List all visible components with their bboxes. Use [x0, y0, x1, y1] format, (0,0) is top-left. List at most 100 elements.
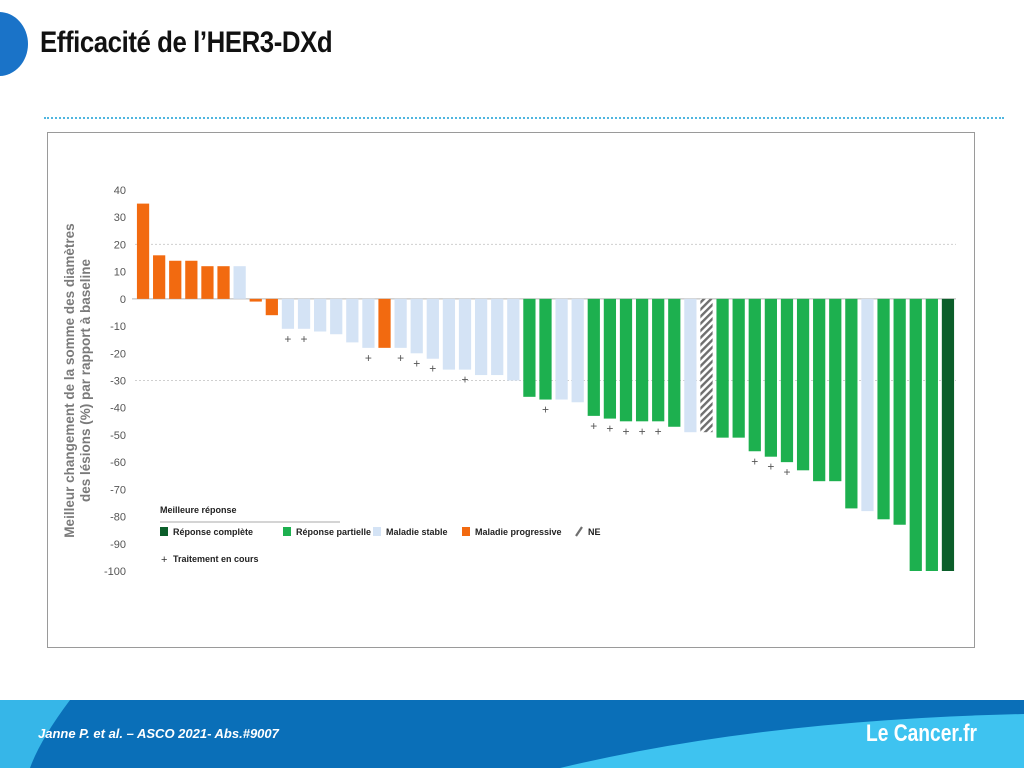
legend-title: Meilleure réponse: [160, 505, 237, 515]
legend-label: Réponse partielle: [296, 527, 371, 537]
bar-sd: [442, 298, 456, 370]
bar-pr: [619, 298, 633, 422]
y-tick-label: -40: [110, 403, 126, 415]
waterfall-chart: 40 30 20 10 0 -10 -20 -30 -40 -50 -60 -70 -80 -90 -100…: [62, 185, 956, 588]
bar-sd: [281, 298, 295, 329]
lecancer-logo[interactable]: Le Cancer.fr: [866, 720, 977, 747]
ongoing-marker: +: [397, 351, 404, 365]
bar-pr: [893, 298, 906, 525]
bar-pd: [136, 203, 150, 299]
legend-ongoing-symbol: +: [161, 554, 167, 566]
bar-pd: [378, 298, 391, 348]
ongoing-marker: +: [590, 419, 597, 433]
bar-pr: [603, 298, 617, 419]
bar-pr: [796, 298, 810, 471]
ongoing-marker: +: [413, 356, 420, 370]
bar-sd: [346, 298, 359, 343]
title-divider: [44, 117, 1004, 119]
bar-pr: [813, 298, 826, 482]
legend-swatch-cr: [160, 527, 168, 536]
y-axis-label: Meilleur changement de la somme des diam…: [62, 223, 93, 537]
bar-sd: [233, 266, 246, 299]
legend-label: NE: [588, 527, 601, 537]
ongoing-marker: +: [606, 422, 613, 436]
footer-band: Janne P. et al. – ASCO 2021- Abs.#9007 L…: [0, 700, 1024, 768]
bar-sd: [474, 298, 488, 376]
bar-sd: [458, 298, 472, 370]
bar-pr: [909, 298, 922, 571]
bar-sd: [491, 298, 504, 376]
bar-cr: [941, 298, 955, 571]
bar-pd: [185, 260, 198, 299]
blue-tab-decoration: [0, 12, 28, 76]
ongoing-marker: +: [284, 332, 291, 346]
ongoing-marker: +: [639, 424, 646, 438]
y-tick-label: 10: [114, 267, 126, 279]
slide-title: Efficacité de l’HER3-DXd: [40, 26, 333, 59]
bar-sd: [410, 298, 423, 354]
legend-label: Réponse complète: [173, 527, 253, 537]
ongoing-marker: +: [622, 424, 629, 438]
ongoing-marker: +: [783, 465, 790, 479]
bar-sd: [507, 298, 520, 381]
bar-sd: [555, 298, 568, 400]
y-tick-label: -90: [110, 539, 126, 551]
bar-sd: [394, 298, 407, 348]
bar-pd: [153, 255, 166, 299]
legend-swatch-sd: [373, 527, 381, 536]
ongoing-marker: +: [301, 332, 308, 346]
ongoing-marker: +: [429, 362, 436, 376]
bar-sd: [426, 298, 439, 359]
y-tick-label: -10: [110, 321, 126, 333]
ongoing-marker: +: [542, 403, 549, 417]
bar-pr: [732, 298, 745, 438]
y-tick-label: 30: [114, 212, 126, 224]
y-tick-label: -20: [110, 348, 126, 360]
bar-pr: [829, 298, 842, 482]
bar-pd: [249, 298, 262, 302]
ongoing-marker: +: [767, 460, 774, 474]
bar-sd: [571, 298, 584, 403]
y-tick-label: 40: [114, 185, 126, 197]
bar-pr: [652, 298, 665, 422]
y-tick-label: 20: [114, 239, 126, 251]
y-tick-label: -80: [110, 512, 126, 524]
ongoing-marker: +: [751, 454, 758, 468]
bar-pr: [587, 298, 600, 416]
bar-sd: [684, 298, 697, 433]
ongoing-marker: +: [365, 351, 372, 365]
legend-swatch-ne: [575, 526, 583, 537]
y-tick-label: -70: [110, 484, 126, 496]
ongoing-marker: +: [912, 574, 919, 588]
bar-pr: [748, 298, 761, 452]
footer-citation: Janne P. et al. – ASCO 2021- Abs.#9007: [38, 726, 279, 741]
bar-pr: [764, 298, 777, 457]
ongoing-marker: +: [655, 424, 662, 438]
bar-pd: [217, 266, 230, 299]
bar-pr: [845, 298, 858, 509]
y-tick-label: -30: [110, 376, 126, 388]
bar-pr: [668, 298, 681, 427]
y-tick-label: -100: [104, 566, 126, 578]
bar-pr: [877, 298, 890, 520]
bar-pd: [169, 260, 182, 299]
bar-pr: [539, 298, 552, 400]
bar-pd: [265, 298, 278, 316]
y-tick-label: -60: [110, 457, 126, 469]
legend-label: Maladie stable: [386, 527, 448, 537]
bar-pr: [716, 298, 729, 438]
ongoing-marker: +: [462, 373, 469, 387]
y-tick-label: 0: [120, 294, 126, 306]
bar-pr: [523, 298, 536, 397]
bar-sd: [362, 298, 375, 348]
bar-sd: [314, 298, 327, 332]
bar-sd: [861, 298, 874, 512]
legend-swatch-pr: [283, 527, 291, 536]
legend-label: Maladie progressive: [475, 527, 562, 537]
bar-sd: [330, 298, 343, 335]
bar-pr: [925, 298, 938, 571]
y-tick-label: -50: [110, 430, 126, 442]
legend-swatch-pd: [462, 527, 470, 536]
bar-pr: [635, 298, 649, 422]
bar-pd: [201, 266, 214, 299]
